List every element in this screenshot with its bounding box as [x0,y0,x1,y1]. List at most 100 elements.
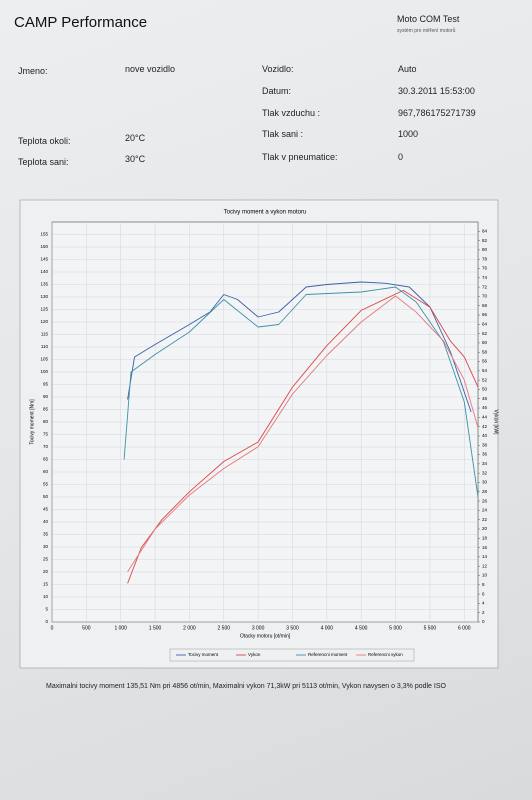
y2-tick-label: 58 [482,349,488,354]
y-tick-label: 85 [43,407,49,412]
field-value: 30°C [125,154,146,164]
y-tick-label: 100 [40,369,48,374]
y2-tick-label: 60 [482,340,488,345]
y-axis-label: Tocivy moment [Nm] [29,399,35,445]
summary: Maximalni tocivy moment 135,51 Nm pri 48… [46,683,446,690]
chart-title: Tocivy moment a vykon motoru [224,210,307,216]
y-tick-label: 125 [40,307,48,312]
series-line [123,286,479,498]
y2-tick-label: 42 [482,424,488,429]
y2-tick-label: 18 [482,535,488,540]
legend-label: Tocivy moment [188,652,219,657]
x-tick-label: 1 500 [149,625,162,631]
y2-tick-label: 44 [482,415,488,420]
y2-tick-label: 36 [482,452,488,457]
field-value: 20°C [125,133,146,143]
x-tick-label: 4 500 [355,625,368,631]
field-value: Auto [398,64,417,74]
field-value: 0 [398,152,404,162]
x-tick-label: 0 [51,625,54,631]
y2-tick-label: 34 [482,461,488,466]
y-tick-label: 65 [43,457,49,462]
y-tick-label: 20 [43,569,49,574]
title: CAMP Performance [14,14,148,31]
x-tick-label: 1 000 [114,625,127,631]
y2-tick-label: 0 [482,619,485,624]
x-tick-label: 500 [82,625,91,631]
x-tick-label: 2 000 [183,625,196,631]
y2-tick-label: 84 [482,228,488,233]
y2-tick-label: 70 [482,294,488,299]
y-tick-label: 115 [41,332,49,337]
y-tick-label: 10 [43,594,49,599]
legend-label: Referencni vykon [368,652,403,657]
y2-tick-label: 40 [482,433,488,438]
series-line [127,289,479,584]
y-tick-label: 55 [43,482,49,487]
y2-tick-label: 26 [482,498,488,503]
y2-tick-label: 24 [482,508,488,513]
y-tick-label: 35 [43,532,49,537]
field-label: Tlak sani : [262,129,304,139]
y2-tick-label: 64 [482,322,488,327]
field-value: 30.3.2011 15:53:00 [398,86,475,96]
x-tick-label: 6 000 [458,625,471,631]
y2-tick-label: 32 [482,470,488,475]
x-axis-label: Otacky motoru [ot/min] [240,633,291,639]
y2-tick-label: 82 [482,238,488,243]
field-label: Tlak v pneumatice: [262,152,338,162]
tagline: systém pro měření motorů [397,28,456,34]
y-tick-label: 60 [43,469,49,474]
y-tick-label: 75 [43,432,49,437]
y2-tick-label: 28 [482,489,488,494]
x-tick-label: 4 000 [321,625,334,631]
y-tick-label: 90 [43,394,49,399]
y2-tick-label: 62 [482,331,488,336]
y2-tick-label: 52 [482,377,488,382]
legend-label: Vykon [248,652,261,657]
y-tick-label: 40 [43,519,49,524]
field-label: Vozidlo: [262,64,294,74]
y2-tick-label: 6 [482,591,485,596]
y2-tick-label: 8 [482,582,485,587]
field-value: 1000 [398,129,419,139]
y-tick-label: 30 [43,544,49,549]
y2-tick-label: 22 [482,517,488,522]
y-tick-label: 25 [43,557,49,562]
y-tick-label: 70 [43,444,49,449]
y2-tick-label: 74 [482,275,488,280]
y-tick-label: 110 [41,344,49,349]
y-tick-label: 80 [43,419,49,424]
y2-tick-label: 50 [482,387,488,392]
field-label: Jmeno: [18,66,48,76]
x-tick-label: 3 500 [286,625,299,631]
y-tick-label: 0 [45,619,48,624]
y-tick-label: 45 [43,507,49,512]
y-tick-label: 155 [40,232,48,237]
y-tick-label: 135 [40,282,48,287]
y2-tick-label: 4 [482,601,485,606]
y-tick-label: 140 [40,269,48,274]
y-tick-label: 50 [43,494,49,499]
y-tick-label: 145 [40,257,48,262]
y2-tick-label: 14 [482,554,488,559]
y2-tick-label: 56 [482,359,488,364]
legend-frame [169,648,415,662]
field-label: Teplota okoli: [18,136,71,146]
y-tick-label: 150 [40,244,48,249]
x-tick-label: 3 000 [252,625,265,631]
y2-tick-label: 10 [482,573,488,578]
y-tick-label: 120 [40,319,48,324]
y-tick-label: 95 [43,382,49,387]
y2-tick-label: 68 [482,303,488,308]
series-line [127,281,472,413]
field-label: Datum: [262,86,292,96]
legend-label: Referencni moment [308,652,348,657]
y2-tick-label: 30 [482,480,488,485]
y2-tick-label: 72 [482,284,488,289]
y2-tick-label: 20 [482,526,488,531]
brand: Moto COM Test [397,14,460,24]
field-value: nove vozidlo [125,64,176,74]
y2-tick-label: 38 [482,442,488,447]
